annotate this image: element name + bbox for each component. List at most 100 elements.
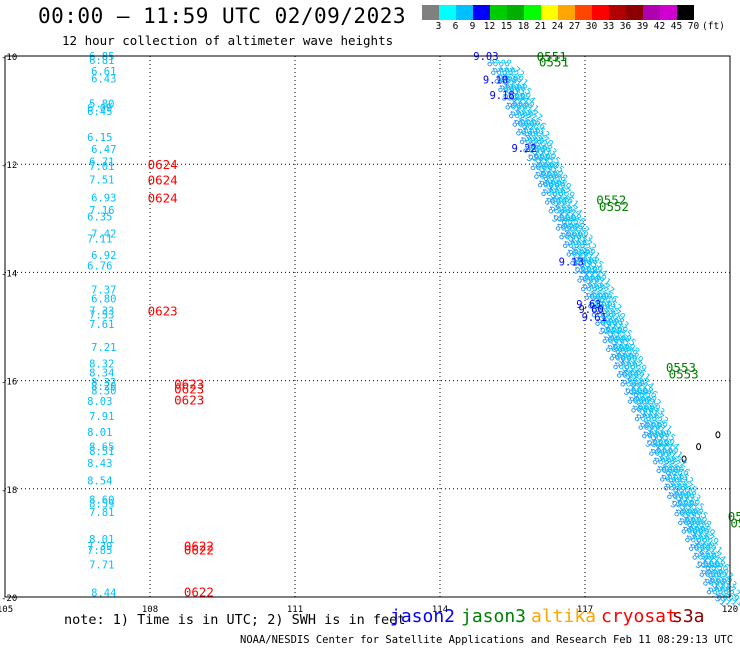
wave-height-label: 8.20 bbox=[91, 381, 116, 393]
legend-swatch bbox=[609, 5, 626, 20]
wave-height-label: 6.93 bbox=[91, 193, 116, 205]
legend-swatch bbox=[677, 5, 694, 20]
jason3-time-label: 0553 bbox=[666, 360, 696, 375]
wave-height-label: 7.33 bbox=[89, 305, 114, 317]
legend-swatch bbox=[456, 5, 473, 20]
color-scale-legend bbox=[422, 5, 694, 20]
pass-time-label: 0623 bbox=[148, 303, 178, 318]
island-outline bbox=[696, 443, 702, 451]
jason2-height-label: 9.10 bbox=[483, 74, 508, 86]
lon-tick-label: 120 bbox=[722, 605, 738, 615]
legend-label: 12 bbox=[483, 21, 496, 32]
wave-height-label: 8.59 bbox=[89, 498, 114, 510]
wave-height-label: 6.85 bbox=[89, 51, 114, 63]
wave-height-label: 7.51 bbox=[89, 174, 114, 186]
pass-time-label: 0623 bbox=[174, 376, 204, 391]
wave-height-label: 8.54 bbox=[87, 476, 112, 488]
legend-label: 70 bbox=[687, 21, 700, 32]
wave-height-label: 6.76 bbox=[87, 260, 112, 272]
wave-height-label: 7.85 bbox=[87, 545, 112, 557]
pass-time-label: 0622 bbox=[184, 539, 214, 554]
jason2-height-label: 9.61 bbox=[582, 312, 607, 324]
legend-label: 30 bbox=[585, 21, 598, 32]
wave-height-label: 7.16 bbox=[89, 205, 114, 217]
legend-swatch bbox=[626, 5, 643, 20]
legend-swatch bbox=[507, 5, 524, 20]
page-subtitle: 12 hour collection of altimeter wave hei… bbox=[62, 33, 394, 48]
legend-label: 18 bbox=[517, 21, 530, 32]
wave-height-label: 8.65 bbox=[89, 442, 114, 454]
island-outline bbox=[681, 455, 687, 463]
legend-swatch bbox=[473, 5, 490, 20]
pass-time-label: 0623 bbox=[174, 393, 204, 408]
legend-label: 6 bbox=[452, 21, 459, 32]
wave-height-label: 6.09 bbox=[87, 102, 112, 114]
wave-height-label: 7.42 bbox=[91, 228, 116, 240]
wave-height-label: 8.01 bbox=[89, 534, 114, 546]
legend-swatch bbox=[541, 5, 558, 20]
wave-height-label: 7.53 bbox=[89, 310, 114, 322]
wave-height-label: 6.15 bbox=[87, 132, 112, 144]
lat-tick-label: -20 bbox=[1, 594, 17, 604]
pass-time-label: 0622 bbox=[184, 542, 214, 557]
lon-tick-label: 114 bbox=[432, 605, 448, 615]
jason3-time-label: 0554 bbox=[728, 509, 740, 524]
footer-credit: NOAA/NESDIS Center for Satellite Applica… bbox=[240, 634, 740, 646]
wave-height-label: 7.39 bbox=[87, 541, 112, 553]
wave-height-label: 8.51 bbox=[89, 446, 114, 458]
wave-height-label: 6.80 bbox=[91, 293, 116, 305]
legend-label: 45 bbox=[670, 21, 683, 32]
legend-cryosat: cryosat bbox=[601, 606, 677, 627]
legend-jason2: jason2 bbox=[390, 606, 456, 627]
pass-time-label: 0624 bbox=[148, 191, 178, 206]
legend-jason3: jason3 bbox=[461, 606, 527, 627]
pass-time-label: 0622 bbox=[184, 585, 214, 600]
legend-altika: altika bbox=[531, 606, 597, 627]
legend-label: 27 bbox=[568, 21, 581, 32]
legend-swatch bbox=[660, 5, 677, 20]
page-title: 00:00 — 11:59 UTC 02/09/2023 bbox=[38, 4, 407, 28]
jason2-height-label: 9.13 bbox=[559, 257, 584, 269]
wave-height-label: 6.71 bbox=[89, 156, 114, 168]
wave-height-label: 6.81 bbox=[89, 55, 114, 67]
lat-tick-label: -12 bbox=[1, 161, 17, 171]
jason3-time-label: 0553 bbox=[669, 367, 699, 382]
jason2-height-label: 9.22 bbox=[511, 143, 536, 155]
legend-swatch bbox=[575, 5, 592, 20]
legend-swatch bbox=[490, 5, 507, 20]
wave-height-label: 8.34 bbox=[89, 367, 114, 379]
wave-height-label: 7.91 bbox=[89, 411, 114, 423]
legend-label: 42 bbox=[653, 21, 666, 32]
legend-swatch bbox=[524, 5, 541, 20]
lon-tick-label: 108 bbox=[142, 605, 158, 615]
wave-height-label: 8.32 bbox=[89, 358, 114, 370]
lat-tick-label: -16 bbox=[1, 378, 17, 388]
lon-tick-label: 117 bbox=[577, 605, 593, 615]
wave-height-label: 8.44 bbox=[91, 588, 116, 600]
footer-note: note: 1) Time is in UTC; 2) SWH is in fe… bbox=[64, 612, 406, 628]
legend-swatch bbox=[422, 5, 439, 20]
wave-height-label: 7.71 bbox=[89, 560, 114, 572]
island-outline bbox=[715, 431, 721, 439]
jason2-height-label: 9.03 bbox=[473, 51, 498, 63]
legend-label: 39 bbox=[636, 21, 649, 32]
legend-swatch bbox=[439, 5, 456, 20]
lat-tick-label: -18 bbox=[1, 486, 17, 496]
wave-height-label: 7.37 bbox=[91, 285, 116, 297]
legend-swatch bbox=[558, 5, 575, 20]
wave-height-label: 7.81 bbox=[89, 507, 114, 519]
wave-height-label: 7.61 bbox=[89, 319, 114, 331]
pass-time-label: 0624 bbox=[148, 157, 178, 172]
jason2-height-label: 9.60 bbox=[578, 304, 603, 316]
wave-height-label: 6.61 bbox=[91, 66, 116, 78]
lat-tick-label: -14 bbox=[1, 269, 17, 279]
legend-label: (ft) bbox=[702, 21, 725, 32]
wave-height-label: 5.80 bbox=[89, 99, 114, 111]
legend-label: 36 bbox=[619, 21, 632, 32]
pass-time-label: 0623 bbox=[174, 382, 204, 397]
legend-label: 9 bbox=[469, 21, 476, 32]
legend-s3a: s3a bbox=[672, 606, 705, 627]
wave-height-label: 7.11 bbox=[87, 233, 112, 245]
wave-height-label: 7.21 bbox=[91, 342, 116, 354]
